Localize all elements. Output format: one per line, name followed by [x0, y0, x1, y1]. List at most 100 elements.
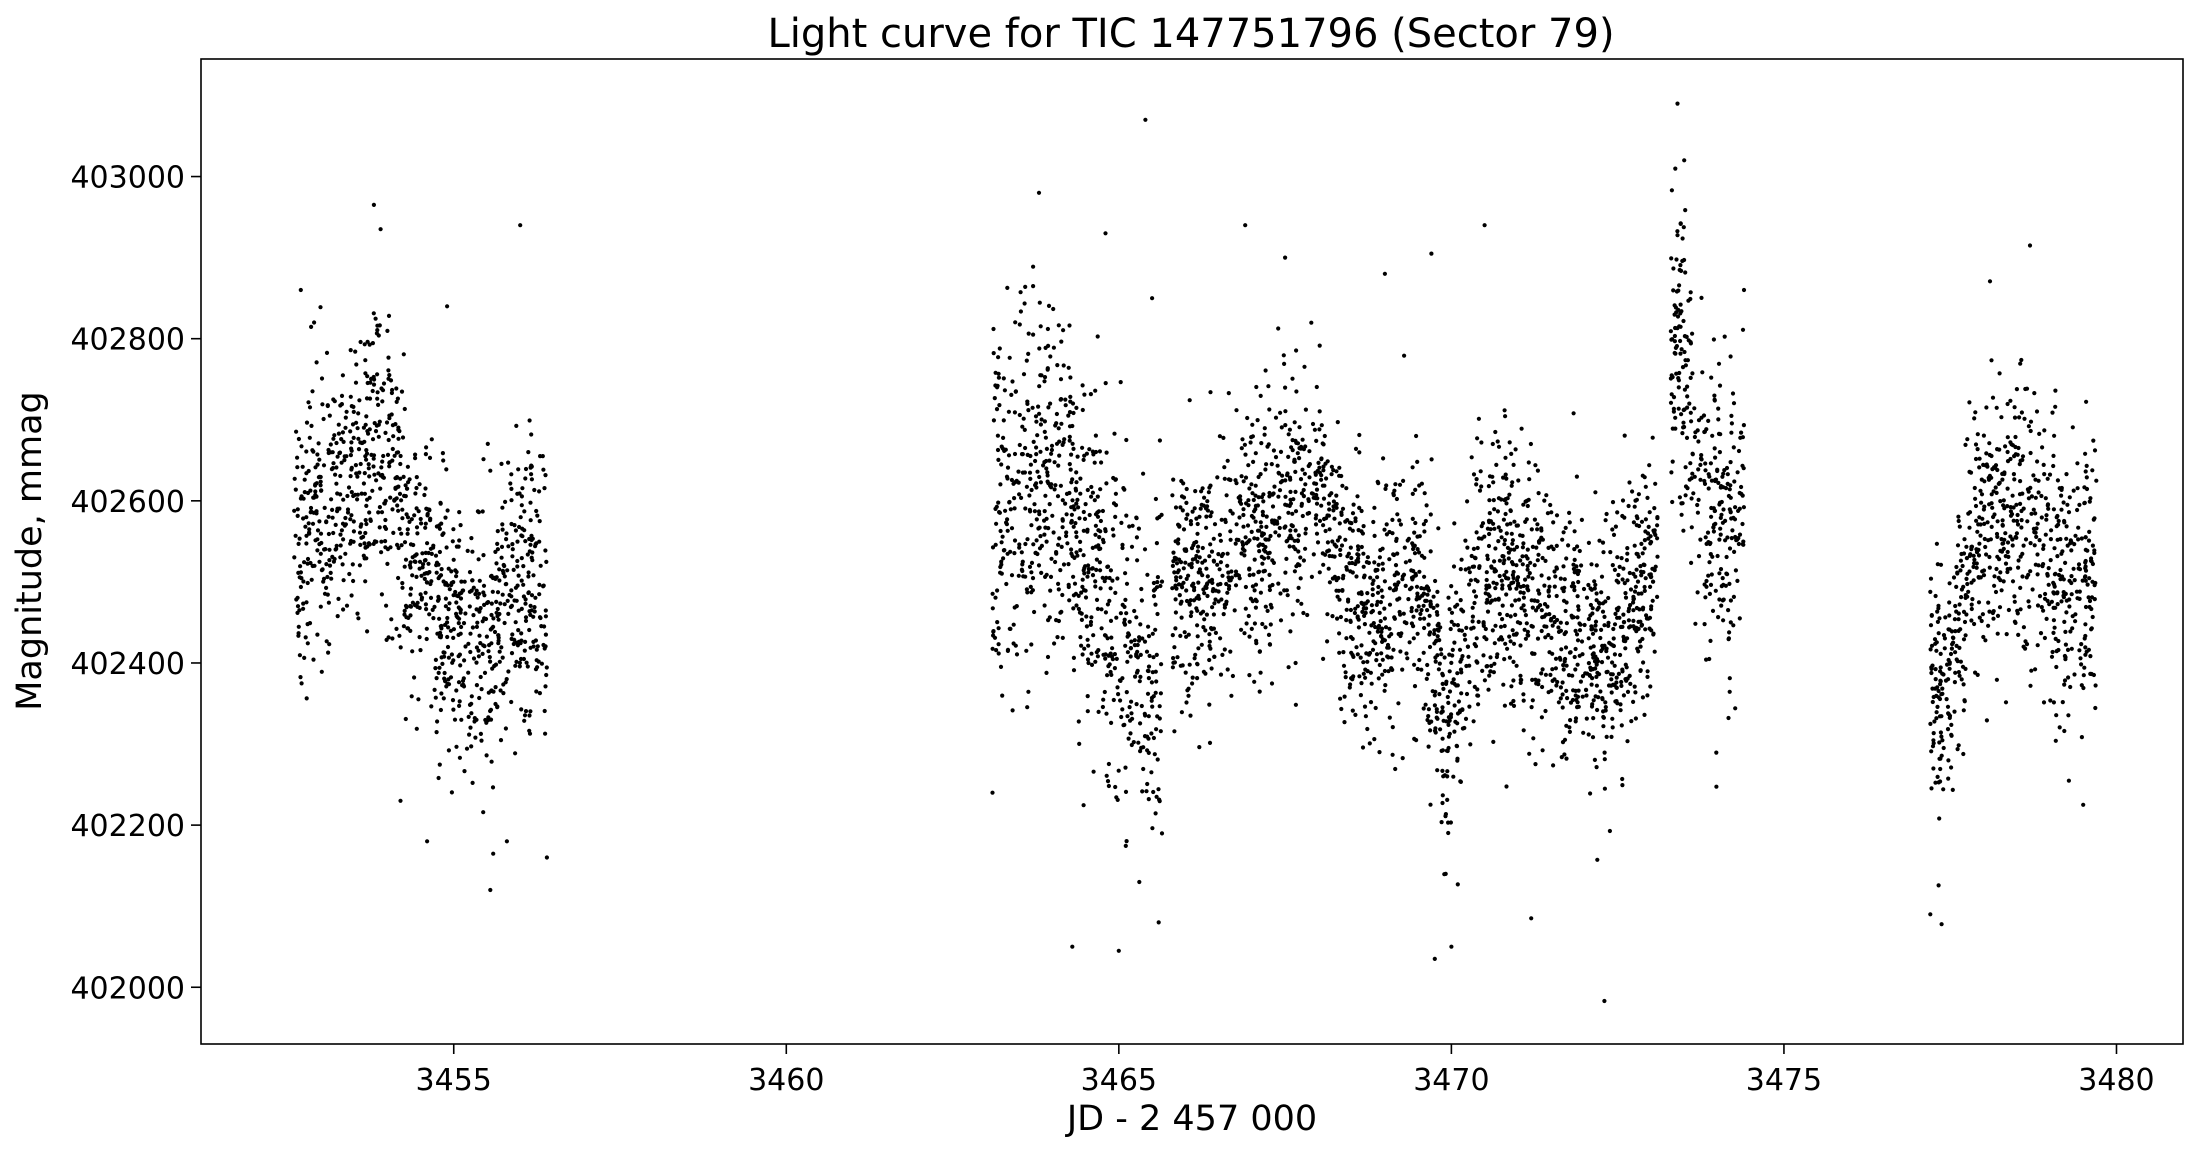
data-point [1340, 576, 1346, 581]
data-point [437, 526, 442, 531]
data-point [1090, 490, 1095, 495]
data-point [1125, 650, 1130, 655]
data-point [1076, 505, 1081, 510]
data-point [1027, 507, 1032, 512]
data-point [1731, 401, 1737, 406]
data-point [1603, 705, 1608, 710]
data-point [469, 536, 474, 541]
data-point [1683, 484, 1689, 489]
data-point [1151, 789, 1156, 795]
data-point [318, 604, 323, 609]
data-point [1554, 593, 1559, 599]
data-point [519, 578, 524, 583]
data-point [1682, 257, 1687, 263]
data-point [1682, 387, 1687, 392]
data-point [364, 448, 369, 453]
data-point [2077, 648, 2082, 653]
data-point [364, 457, 369, 462]
data-point [1646, 524, 1651, 530]
data-point [1061, 440, 1066, 445]
data-point [1622, 620, 1627, 625]
data-point [1202, 591, 1207, 596]
data-point [1425, 592, 1430, 597]
data-point [1083, 502, 1088, 507]
data-point [318, 531, 324, 536]
data-point [1463, 567, 1468, 572]
data-point [1269, 462, 1274, 467]
data-point [1094, 557, 1099, 562]
data-point [1475, 579, 1480, 584]
data-point [1331, 508, 1336, 513]
data-point [1032, 502, 1037, 507]
data-point [473, 592, 478, 597]
data-point [1280, 473, 1285, 478]
data-point [1009, 573, 1015, 578]
data-point [1984, 405, 1989, 410]
data-point [1341, 663, 1347, 668]
data-point [476, 648, 481, 653]
data-point [1149, 680, 1154, 685]
data-point [1418, 616, 1423, 621]
data-point [1536, 682, 1541, 687]
data-point [423, 602, 428, 607]
data-point [1995, 631, 2000, 636]
data-point [1104, 711, 1109, 716]
data-point [506, 611, 511, 617]
data-point [1733, 568, 1738, 573]
data-point [1317, 409, 1322, 414]
data-point [1672, 303, 1677, 308]
data-point [1202, 495, 1207, 500]
data-point [519, 638, 524, 643]
data-point [1340, 506, 1346, 511]
data-point [1225, 551, 1230, 556]
data-point [482, 616, 487, 621]
data-point [386, 635, 391, 640]
data-point [1080, 652, 1085, 657]
data-point [1728, 483, 1733, 488]
data-point [1138, 674, 1143, 680]
data-point [1691, 491, 1696, 496]
data-point [522, 713, 528, 718]
data-point [1729, 430, 1734, 435]
data-point [1039, 570, 1044, 576]
data-point [1573, 628, 1578, 634]
data-point [301, 579, 306, 584]
data-point [1042, 379, 1047, 384]
data-point [1505, 612, 1510, 618]
data-point [1216, 589, 1221, 594]
data-point [1122, 722, 1127, 728]
data-point [1452, 703, 1457, 708]
data-point [516, 608, 521, 613]
data-point [1220, 573, 1225, 578]
data-point [1985, 520, 1990, 525]
data-point [2057, 486, 2062, 491]
data-point [1482, 534, 1487, 539]
data-point [416, 697, 421, 702]
data-point [1692, 474, 1697, 479]
data-point [499, 555, 504, 560]
data-point [2083, 622, 2088, 627]
data-point [1373, 705, 1378, 711]
data-point [1088, 392, 1093, 397]
data-point [1380, 639, 1385, 645]
data-point [2042, 428, 2047, 433]
data-point [1091, 633, 1096, 638]
data-point [2059, 551, 2064, 556]
data-point [1037, 384, 1042, 389]
data-point [1267, 642, 1273, 647]
data-point [1358, 655, 1363, 660]
data-point [1930, 744, 1936, 749]
data-point [1240, 542, 1246, 548]
data-point [1037, 346, 1042, 351]
data-point [995, 433, 1001, 438]
data-point [1561, 564, 1566, 569]
data-point [1142, 547, 1148, 552]
data-point [1475, 545, 1480, 551]
data-point [529, 472, 534, 477]
data-point [534, 647, 539, 652]
data-point [1511, 659, 1516, 665]
data-point [1622, 433, 1627, 438]
data-point [1012, 410, 1018, 415]
data-point [2056, 522, 2061, 527]
data-point [1392, 615, 1397, 620]
